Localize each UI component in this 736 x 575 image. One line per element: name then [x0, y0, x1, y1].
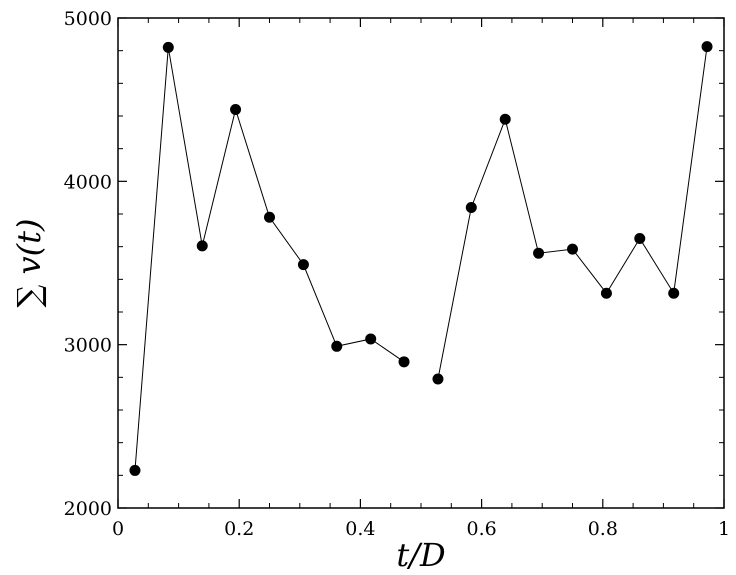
minor-ticks [118, 18, 724, 508]
x-tick-labels: 0 0.2 0.4 0.6 0.8 1 [112, 518, 730, 540]
data-point [668, 287, 680, 299]
data-point [701, 41, 713, 53]
x-tick-label: 0 [112, 518, 124, 540]
x-tick-label: 0.6 [466, 518, 496, 540]
major-ticks [117, 17, 725, 509]
y-tick-labels: 2000 3000 4000 5000 [64, 8, 112, 520]
data-point [196, 240, 208, 252]
y-tick-label: 3000 [64, 335, 112, 357]
data-point [162, 41, 174, 53]
x-axis-title: t/D [396, 536, 445, 574]
x-tick-label: 0.4 [345, 518, 375, 540]
x-tick-label: 1 [718, 518, 730, 540]
data-point [432, 373, 444, 385]
y-axis-title: ∑ v(t) [10, 219, 48, 308]
x-tick-label: 0.2 [224, 518, 254, 540]
data-point [129, 464, 141, 476]
series-lines [134, 46, 708, 471]
y-tick-label: 2000 [64, 498, 112, 520]
series-line-segment [134, 47, 405, 471]
series-points [129, 41, 713, 476]
data-point [634, 233, 646, 244]
data-point [264, 211, 275, 223]
y-tick-label: 4000 [64, 171, 112, 193]
data-point [465, 201, 477, 213]
x-tick-label: 0.8 [588, 518, 618, 540]
data-point [297, 259, 309, 271]
data-point [600, 287, 612, 299]
data-point [499, 113, 511, 125]
data-point [398, 356, 410, 368]
plot-frame [117, 17, 725, 509]
data-point [230, 103, 242, 115]
data-point [567, 243, 578, 255]
data-point [331, 340, 343, 352]
y-tick-label: 5000 [64, 8, 112, 30]
data-point [533, 247, 545, 259]
data-point [365, 333, 377, 345]
series-line-segment [437, 46, 708, 380]
